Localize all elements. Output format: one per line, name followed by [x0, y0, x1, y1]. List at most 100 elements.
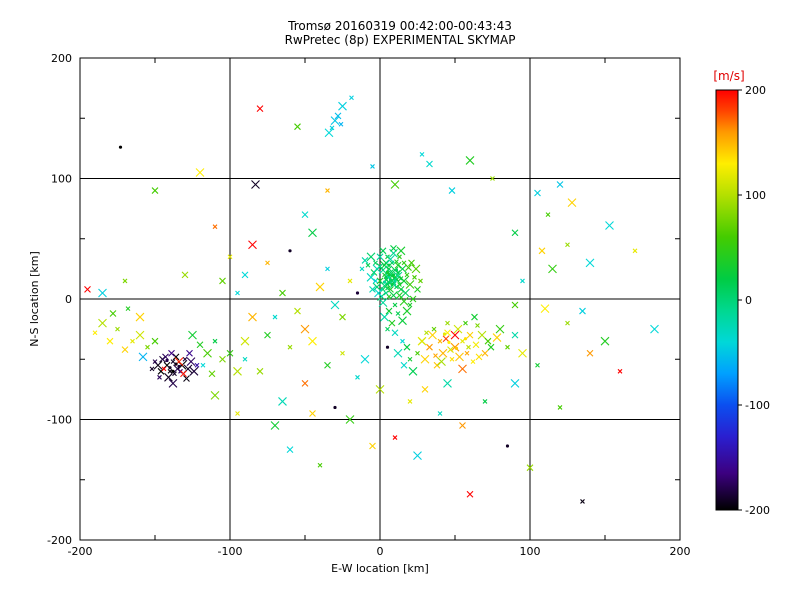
scatter-point: [309, 410, 316, 417]
scatter-point-dot: [390, 282, 394, 287]
scatter-point: [397, 285, 405, 293]
scatter-point: [212, 224, 218, 230]
scatter-point: [308, 336, 317, 346]
scatter-point: [180, 370, 187, 378]
scatter-point: [511, 229, 519, 237]
scatter-point: [109, 310, 117, 317]
scatter-point: [182, 356, 188, 362]
scatter-point: [404, 272, 410, 278]
scatter-point: [472, 341, 480, 349]
scatter-point: [385, 265, 393, 273]
scatter-point-dot: [447, 340, 451, 344]
scatter-point: [428, 330, 437, 340]
y-tick-label: -200: [47, 534, 72, 547]
scatter-point: [315, 282, 325, 292]
scatter-point: [324, 361, 331, 369]
scatter-point: [383, 290, 389, 296]
scatter-point-dot: [505, 444, 510, 448]
scatter-point-dot: [171, 369, 175, 373]
scatter-point: [418, 278, 423, 284]
scatter-point: [540, 304, 550, 314]
scatter-point: [396, 291, 403, 299]
scatter-points: [84, 95, 659, 504]
scatter-point: [235, 411, 240, 416]
scatter-point: [347, 278, 353, 284]
scatter-point: [545, 212, 551, 218]
scatter-point: [465, 156, 475, 165]
scatter-point: [186, 357, 196, 367]
scatter-point: [374, 288, 383, 298]
scatter-point: [167, 368, 173, 374]
scatter-point: [219, 277, 226, 285]
scatter-point: [632, 248, 638, 254]
scatter-point: [495, 324, 505, 334]
scatter-point: [256, 367, 264, 375]
scatter-point: [380, 286, 386, 292]
scatter-point: [442, 335, 450, 343]
scatter-point: [447, 346, 454, 353]
scatter-point-dot: [388, 278, 393, 282]
scatter-point: [520, 278, 525, 284]
scatter-point: [398, 264, 407, 274]
scatter-point: [466, 490, 474, 498]
scatter-point: [390, 245, 397, 252]
scatter-point: [600, 336, 610, 346]
scatter-point: [242, 356, 248, 362]
scatter-point: [338, 121, 344, 127]
scatter-point: [393, 348, 403, 358]
scatter-point: [458, 364, 467, 374]
scatter-point: [195, 168, 205, 177]
y-tick-label: -100: [47, 414, 72, 427]
chart-subtitle: RwPretec (8p) EXPERIMENTAL SKYMAP: [285, 33, 516, 47]
scatter-point: [535, 362, 540, 368]
scatter-point: [450, 342, 460, 352]
x-tick-label: 100: [520, 545, 541, 558]
scatter-point: [251, 180, 260, 189]
scatter-point: [270, 421, 280, 430]
scatter-point: [433, 361, 441, 369]
y-tick-label: 200: [51, 52, 72, 65]
scatter-point-dot: [288, 249, 292, 253]
scatter-point: [453, 324, 463, 334]
scatter-point: [405, 264, 412, 272]
scatter-point: [196, 341, 204, 349]
colorbar: [715, 89, 739, 511]
x-tick-label: -100: [218, 545, 243, 558]
scatter-point: [376, 253, 384, 261]
x-tick-label: 0: [377, 545, 384, 558]
scatter-point-dot: [394, 268, 399, 272]
scatter-point: [301, 211, 309, 219]
scatter-point: [378, 298, 388, 308]
scatter-point: [385, 326, 390, 332]
scatter-point: [580, 499, 585, 504]
scatter-point: [400, 361, 408, 369]
scatter-point: [408, 366, 418, 376]
colorbar-unit-label: [m/s]: [713, 69, 744, 83]
scatter-point: [233, 366, 242, 376]
scatter-point: [279, 289, 286, 297]
scatter-point-dot: [165, 358, 169, 363]
scatter-point: [511, 301, 519, 309]
scatter-point-dot: [382, 280, 387, 284]
scatter-point: [433, 353, 438, 359]
scatter-point: [122, 278, 128, 284]
scatter-point: [330, 300, 340, 310]
scatter-point: [396, 246, 406, 256]
scatter-point: [386, 254, 395, 264]
scatter-point: [403, 343, 411, 351]
scatter-point: [414, 285, 421, 293]
scatter-point: [130, 338, 135, 344]
scatter-point: [431, 326, 437, 332]
scatter-point: [162, 353, 169, 361]
scatter-point: [426, 160, 433, 168]
scatter-point: [402, 306, 412, 316]
scatter-point: [241, 271, 249, 279]
scatter-point: [145, 344, 150, 350]
scatter-point: [375, 384, 385, 394]
scatter-point: [437, 357, 446, 367]
scatter-point: [334, 112, 342, 120]
scatter-point: [526, 464, 534, 472]
scatter-point: [419, 152, 425, 157]
scatter-point: [397, 282, 402, 287]
scatter-point: [460, 338, 465, 344]
